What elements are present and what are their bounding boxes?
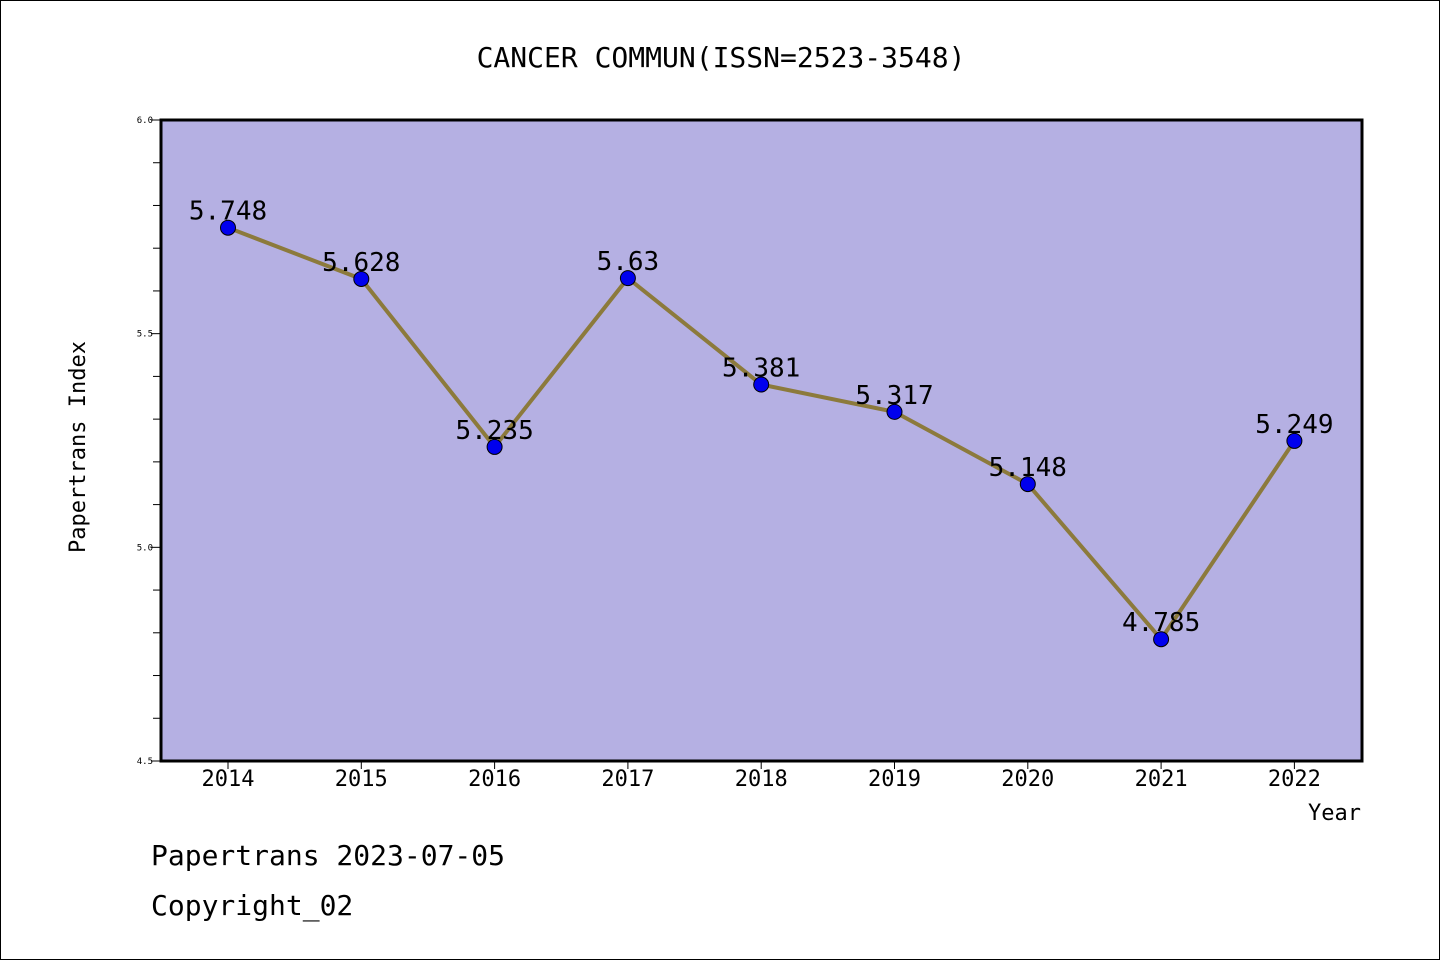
data-point [220,219,236,236]
x-tick-label: 2022 [1268,767,1321,792]
footer-copyright: Copyright_02 [151,889,353,923]
y-axis: 4.5 5.0 5.5 6.0 [137,116,161,767]
data-point [619,270,636,287]
y-tick-label: 5.5 [137,330,153,340]
x-tick-label: 2020 [1001,767,1054,792]
data-label: 5.235 [455,416,533,446]
x-tick-label: 2017 [601,767,654,792]
x-axis-label: Year [1308,801,1361,826]
data-label: 5.63 [597,247,660,277]
x-tick-label: 2018 [735,767,788,792]
data-label: 5.381 [722,354,800,384]
data-label: 4.785 [1122,608,1200,638]
data-point [1286,432,1303,449]
series-markers [220,219,1303,648]
footer-date: Papertrans 2023-07-05 [151,839,505,872]
x-tick-label: 2019 [868,767,921,792]
data-point [486,438,503,455]
data-label: 5.317 [855,381,933,411]
x-tick-label: 2015 [335,767,388,792]
data-point [1019,476,1036,493]
data-label: 5.148 [989,453,1067,483]
y-axis-label: Papertrans Index [66,341,91,553]
data-label: 5.249 [1255,410,1333,440]
data-point [886,403,903,420]
data-point [753,376,770,393]
y-tick-label: 6.0 [137,116,153,126]
x-tick-label: 2014 [202,767,255,792]
plot-area [159,118,1364,763]
y-tick-label: 5.0 [137,543,153,553]
x-tick-label: 2021 [1135,767,1188,792]
y-tick-label: 4.5 [137,757,153,767]
data-labels: 5.748 5.628 5.235 5.63 5.381 5.317 5.148 4.785 5… [189,197,1334,639]
data-label: 5.628 [322,248,400,278]
data-point [353,270,370,287]
chart-title: CANCER COMMUN(ISSN=2523-3548) [477,41,966,74]
x-tick-label: 2016 [468,767,521,792]
x-axis: 2014 2015 2016 2017 2018 2019 2020 2021 2022 [202,761,1321,792]
data-point [1153,631,1170,648]
data-label: 5.748 [189,197,267,227]
